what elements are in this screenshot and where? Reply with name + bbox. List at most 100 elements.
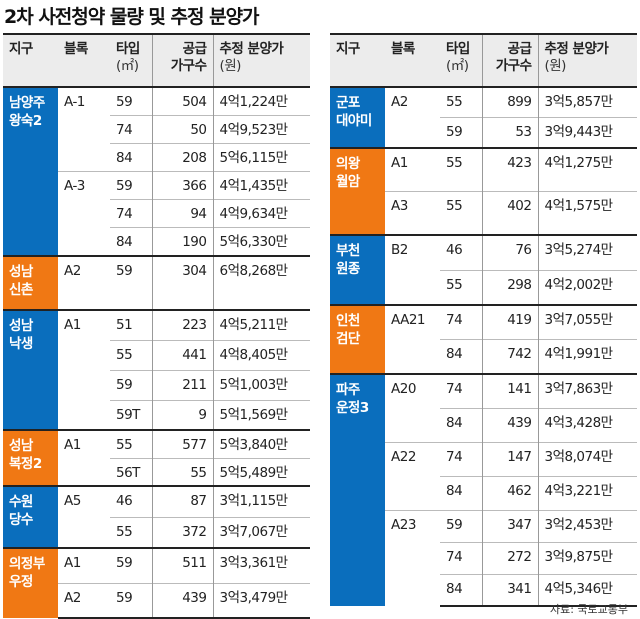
supply-cell: 76 — [481, 234, 538, 270]
table-row: 55 441 4억8,405만 — [3, 339, 310, 370]
supply-cell: 341 — [481, 573, 538, 607]
block-label: A2 — [58, 255, 110, 310]
price-cell: 3억7,067만 — [212, 516, 310, 548]
price-cell: 5억3,840만 — [212, 429, 310, 458]
type-cell: 55 — [440, 86, 482, 117]
type-cell: 84 — [440, 475, 482, 510]
table-row: 부천 원종 B2 46 76 3억5,274만 — [330, 234, 637, 305]
table-row: 84 341 4억5,346만 — [330, 573, 637, 607]
block-label: B2 — [385, 234, 440, 305]
header-district: 지구 — [330, 33, 385, 87]
header-supply-2: 가구수 — [495, 58, 532, 74]
district-label: 성남 낙생 — [3, 309, 58, 430]
district-label: 성남 복정2 — [3, 429, 58, 486]
price-cell: 4억1,991만 — [537, 338, 637, 374]
header-district: 지구 — [3, 33, 58, 87]
type-cell: 74 — [110, 198, 152, 227]
table-row: A22 74 147 3억8,074만 — [330, 441, 637, 510]
block-label: A1 — [58, 309, 110, 430]
table-row: 84 208 5억6,115만 — [3, 142, 310, 171]
table-row: 파주 운정3 A20 74 141 3억7,863만 — [330, 373, 637, 606]
supply-cell: 511 — [151, 547, 213, 583]
table-row: 성남 복정2 A1 55 577 5억3,840만 — [3, 429, 310, 486]
table-row: 59 211 5억1,003만 — [3, 369, 310, 400]
header-type-unit: (㎡) — [116, 58, 139, 74]
type-cell: 59 — [110, 86, 152, 115]
header-type-label: 타입 — [446, 41, 470, 57]
right-table: 지구 블록 타입 (㎡) 공급 가구수 추정 분양가 (원) 군포 대야미 A2 55 899… — [330, 33, 637, 607]
table-row: 74 272 3억9,875만 — [330, 541, 637, 574]
source-note: 자료: 국토교통부 — [549, 603, 628, 616]
supply-cell: 899 — [481, 86, 538, 117]
supply-cell: 190 — [151, 226, 213, 256]
table-row: 55 298 4억2,002만 — [330, 269, 637, 305]
supply-cell: 272 — [481, 541, 538, 574]
supply-cell: 9 — [151, 399, 213, 430]
district-label: 군포 대야미 — [330, 86, 385, 148]
type-cell: 55 — [110, 516, 152, 548]
table-row: 84 462 4억3,221만 — [330, 475, 637, 510]
price-cell: 5억6,115만 — [212, 142, 310, 171]
supply-cell: 366 — [151, 170, 213, 199]
block-label: A-3 — [58, 170, 110, 256]
supply-cell: 87 — [151, 485, 213, 517]
table-row: 84 190 5억6,330만 — [3, 226, 310, 256]
table-row: 군포 대야미 A2 55 899 3억5,857만 — [330, 86, 637, 148]
price-cell: 4억5,211만 — [212, 309, 310, 340]
price-cell: 3억5,857만 — [537, 86, 637, 117]
price-cell: 3억3,361만 — [212, 547, 310, 583]
header-price: 추정 분양가 (원) — [537, 33, 637, 87]
block-label: A20 — [385, 373, 440, 442]
supply-cell: 423 — [481, 147, 538, 191]
table-row: 의정부 우정 A1 59 511 3억3,361만 — [3, 547, 310, 618]
type-cell: 59 — [110, 255, 152, 310]
type-cell: 74 — [440, 541, 482, 574]
table-row: 84 742 4억1,991만 — [330, 338, 637, 374]
header-supply-1: 공급 — [507, 41, 532, 57]
price-cell: 4억2,002만 — [537, 269, 637, 305]
table-row: 수원 당수 A5 46 87 3억1,115만 — [3, 485, 310, 548]
price-cell: 3억5,274만 — [537, 234, 637, 270]
table-row: 74 50 4억9,523만 — [3, 114, 310, 143]
type-cell: 59 — [110, 547, 152, 583]
supply-cell: 304 — [151, 255, 213, 310]
block-label: A2 — [58, 582, 110, 619]
header-price-unit: (원) — [219, 58, 242, 74]
header-type-unit: (㎡) — [446, 58, 469, 74]
price-cell: 3억8,074만 — [537, 441, 637, 476]
type-cell: 74 — [440, 304, 482, 339]
left-table: 지구 블록 타입 (㎡) 공급 가구수 추정 분양가 (원) 남양주 왕숙2 A-1 59 5… — [3, 33, 310, 619]
type-cell: 59 — [110, 170, 152, 199]
header-block: 블록 — [58, 33, 110, 87]
price-cell: 3억7,863만 — [537, 373, 637, 408]
supply-cell: 223 — [151, 309, 213, 340]
type-cell: 55 — [440, 269, 482, 305]
type-cell: 55 — [440, 190, 482, 235]
price-cell: 5억6,330만 — [212, 226, 310, 256]
page-title: 2차 사전청약 물량 및 추정 분양가 — [4, 6, 260, 28]
price-cell: 5억5,489만 — [212, 457, 310, 486]
table-row: A2 59 439 3억3,479만 — [3, 582, 310, 619]
supply-cell: 577 — [151, 429, 213, 458]
type-cell: 74 — [440, 441, 482, 476]
price-cell: 4억1,224만 — [212, 86, 310, 115]
supply-cell: 94 — [151, 198, 213, 227]
price-cell: 6억8,268만 — [212, 255, 310, 310]
table-row: 의왕 월암 A1 55 423 4억1,275만 — [330, 147, 637, 235]
supply-cell: 419 — [481, 304, 538, 339]
header-price-label: 추정 분양가 — [219, 41, 284, 57]
header-supply: 공급 가구수 — [151, 33, 213, 87]
supply-cell: 347 — [481, 509, 538, 542]
supply-cell: 211 — [151, 369, 213, 400]
supply-cell: 53 — [481, 116, 538, 148]
header-price: 추정 분양가 (원) — [212, 33, 310, 87]
supply-cell: 504 — [151, 86, 213, 115]
price-cell: 4억1,575만 — [537, 190, 637, 235]
table-row: 59 53 3억9,443만 — [330, 116, 637, 148]
type-cell: 84 — [440, 338, 482, 374]
block-label: A2 — [385, 86, 440, 148]
block-label: A1 — [58, 429, 110, 486]
table-row: 84 439 4억3,428만 — [330, 407, 637, 442]
type-cell: 84 — [440, 573, 482, 607]
supply-cell: 439 — [151, 582, 213, 619]
